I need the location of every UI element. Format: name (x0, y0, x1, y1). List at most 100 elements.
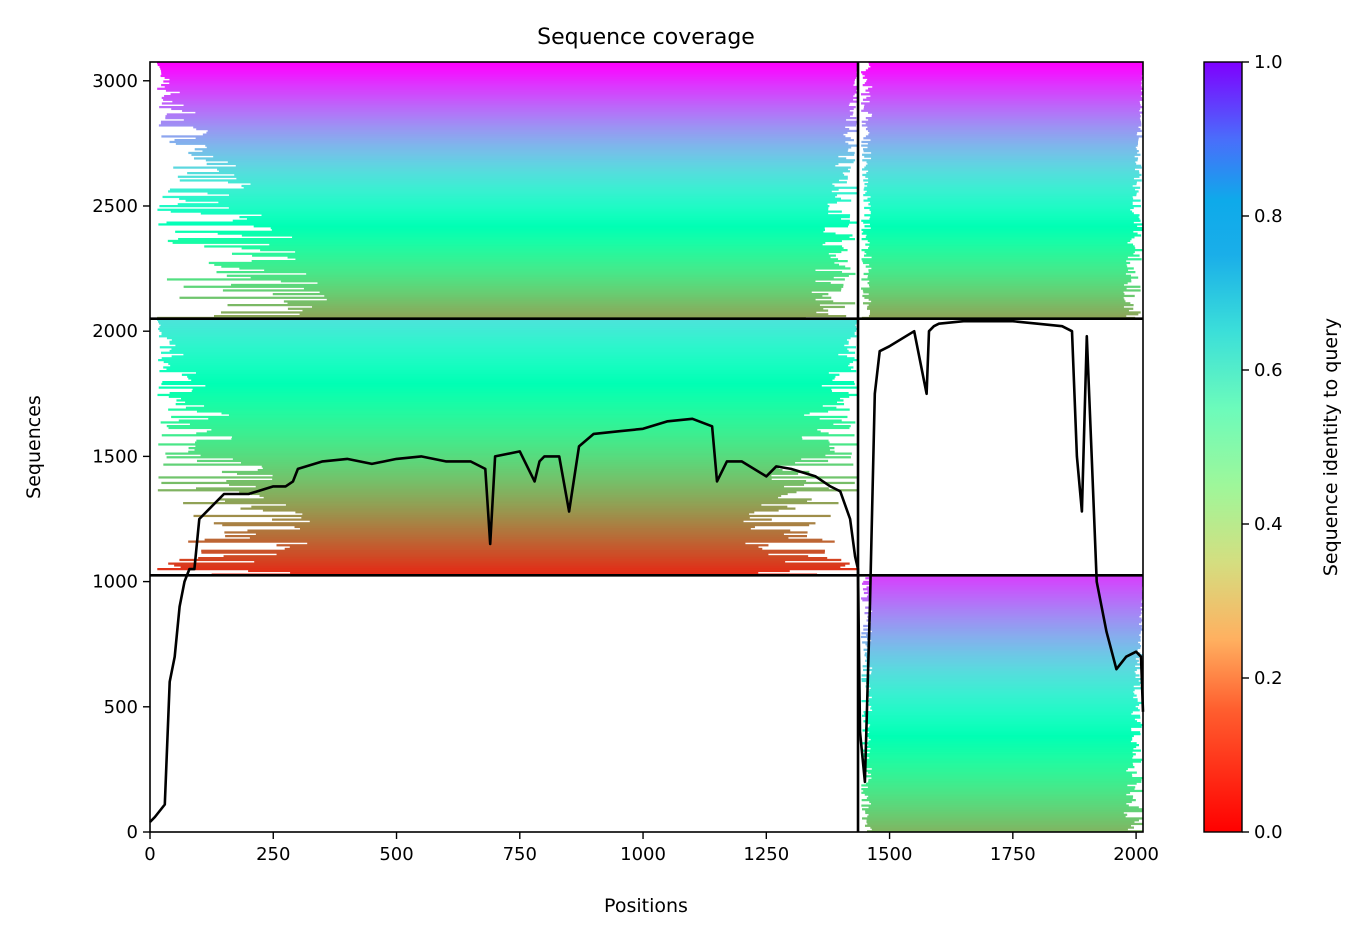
heatmap-row (205, 144, 858, 147)
heatmap-row (250, 183, 833, 186)
heatmap-row (221, 470, 810, 474)
heatmap-row (862, 148, 1137, 151)
heatmap-row (174, 139, 854, 142)
heatmap-row (870, 195, 1133, 199)
heatmap-row (861, 804, 1129, 807)
heatmap-row (868, 62, 1143, 65)
heatmap-row (871, 157, 1139, 160)
heatmap-row (246, 217, 842, 221)
heatmap-row (158, 223, 850, 226)
heatmap-row (871, 672, 1136, 675)
heatmap-row (866, 819, 1139, 822)
heatmap-row (861, 232, 1138, 235)
x-tick-label: 1250 (743, 844, 789, 865)
heatmap-row (182, 109, 850, 112)
heatmap-row (869, 283, 1125, 287)
heatmap-row (862, 665, 1136, 668)
heatmap-row (868, 778, 1142, 782)
x-tick-label: 1750 (990, 844, 1036, 865)
heatmap-row (864, 652, 1141, 655)
heatmap-row (864, 186, 1141, 189)
heatmap-row (865, 769, 1127, 772)
heatmap-row (861, 799, 1136, 802)
y-tick-label: 1000 (92, 572, 138, 593)
heatmap-row (861, 632, 1141, 635)
heatmap-row (214, 263, 840, 266)
heatmap-row (866, 663, 1143, 666)
heatmap-row (157, 63, 858, 67)
heatmap-row (229, 483, 805, 486)
heatmap-row (222, 289, 842, 292)
heatmap-row (183, 118, 847, 122)
heatmap-row (162, 381, 855, 384)
heatmap-row (866, 821, 1135, 824)
heatmap-row (866, 637, 1141, 640)
heatmap-row (270, 227, 825, 230)
heatmap-row (865, 69, 1143, 72)
heatmap-row (869, 208, 1131, 211)
heatmap-row (869, 131, 1138, 134)
heatmap-row (160, 421, 856, 424)
heatmap-row (196, 410, 829, 413)
heatmap-row (872, 85, 1142, 89)
heatmap-row (863, 261, 1131, 265)
heatmap-row (862, 294, 1135, 298)
heatmap-row (868, 298, 1125, 301)
heatmap-row (166, 221, 858, 224)
heatmap-row (866, 619, 1143, 622)
heatmap-row (205, 384, 822, 387)
heatmap-row (869, 201, 1133, 204)
heatmap-row (868, 293, 1125, 296)
heatmap-row (299, 313, 829, 316)
heatmap-row (866, 586, 1143, 589)
heatmap-row (213, 522, 816, 525)
heatmap-row (285, 503, 762, 507)
heatmap-row (292, 236, 850, 239)
heatmap-row (204, 538, 823, 541)
heatmap-row (869, 223, 1143, 226)
heatmap-row (171, 107, 854, 111)
heatmap-row (204, 404, 823, 408)
heatmap-row (863, 766, 1135, 769)
heatmap-row (255, 533, 784, 536)
heatmap-row (862, 84, 1142, 87)
heatmap-row (863, 758, 1143, 761)
heatmap-row (863, 199, 1141, 202)
heatmap-row (295, 511, 755, 514)
x-tick-label: 2000 (1113, 844, 1159, 865)
coverage-heatmap (157, 62, 1143, 832)
heatmap-row (864, 104, 1141, 107)
heatmap-row (222, 524, 810, 527)
heatmap-row (861, 109, 1140, 112)
heatmap-row (867, 197, 1134, 200)
heatmap-row (867, 239, 1131, 243)
heatmap-row (228, 414, 805, 417)
heatmap-row (868, 304, 1134, 307)
heatmap-row (196, 487, 829, 490)
heatmap-row (187, 172, 843, 175)
heatmap-row (868, 806, 1139, 809)
heatmap-row (250, 276, 834, 279)
heatmap-row (866, 681, 1143, 684)
heatmap-row (161, 84, 854, 87)
heatmap-row (869, 701, 1143, 705)
heatmap-row (163, 98, 854, 101)
heatmap-row (870, 687, 1143, 690)
heatmap-row (866, 595, 1143, 598)
heatmap-row (867, 650, 1138, 653)
heatmap-row (863, 580, 1143, 584)
y-axis-label: Sequences (23, 395, 45, 499)
heatmap-row (864, 82, 1142, 85)
heatmap-row (307, 542, 746, 545)
heatmap-row (255, 485, 785, 488)
heatmap-row (866, 745, 1137, 749)
heatmap-row (869, 313, 1139, 316)
heatmap-row (239, 216, 850, 219)
heatmap-row (161, 357, 855, 360)
heatmap-row (231, 283, 844, 287)
heatmap-row (868, 247, 1136, 250)
y-tick-label: 500 (104, 697, 138, 718)
heatmap-row (867, 162, 1137, 166)
heatmap-row (863, 624, 1142, 628)
